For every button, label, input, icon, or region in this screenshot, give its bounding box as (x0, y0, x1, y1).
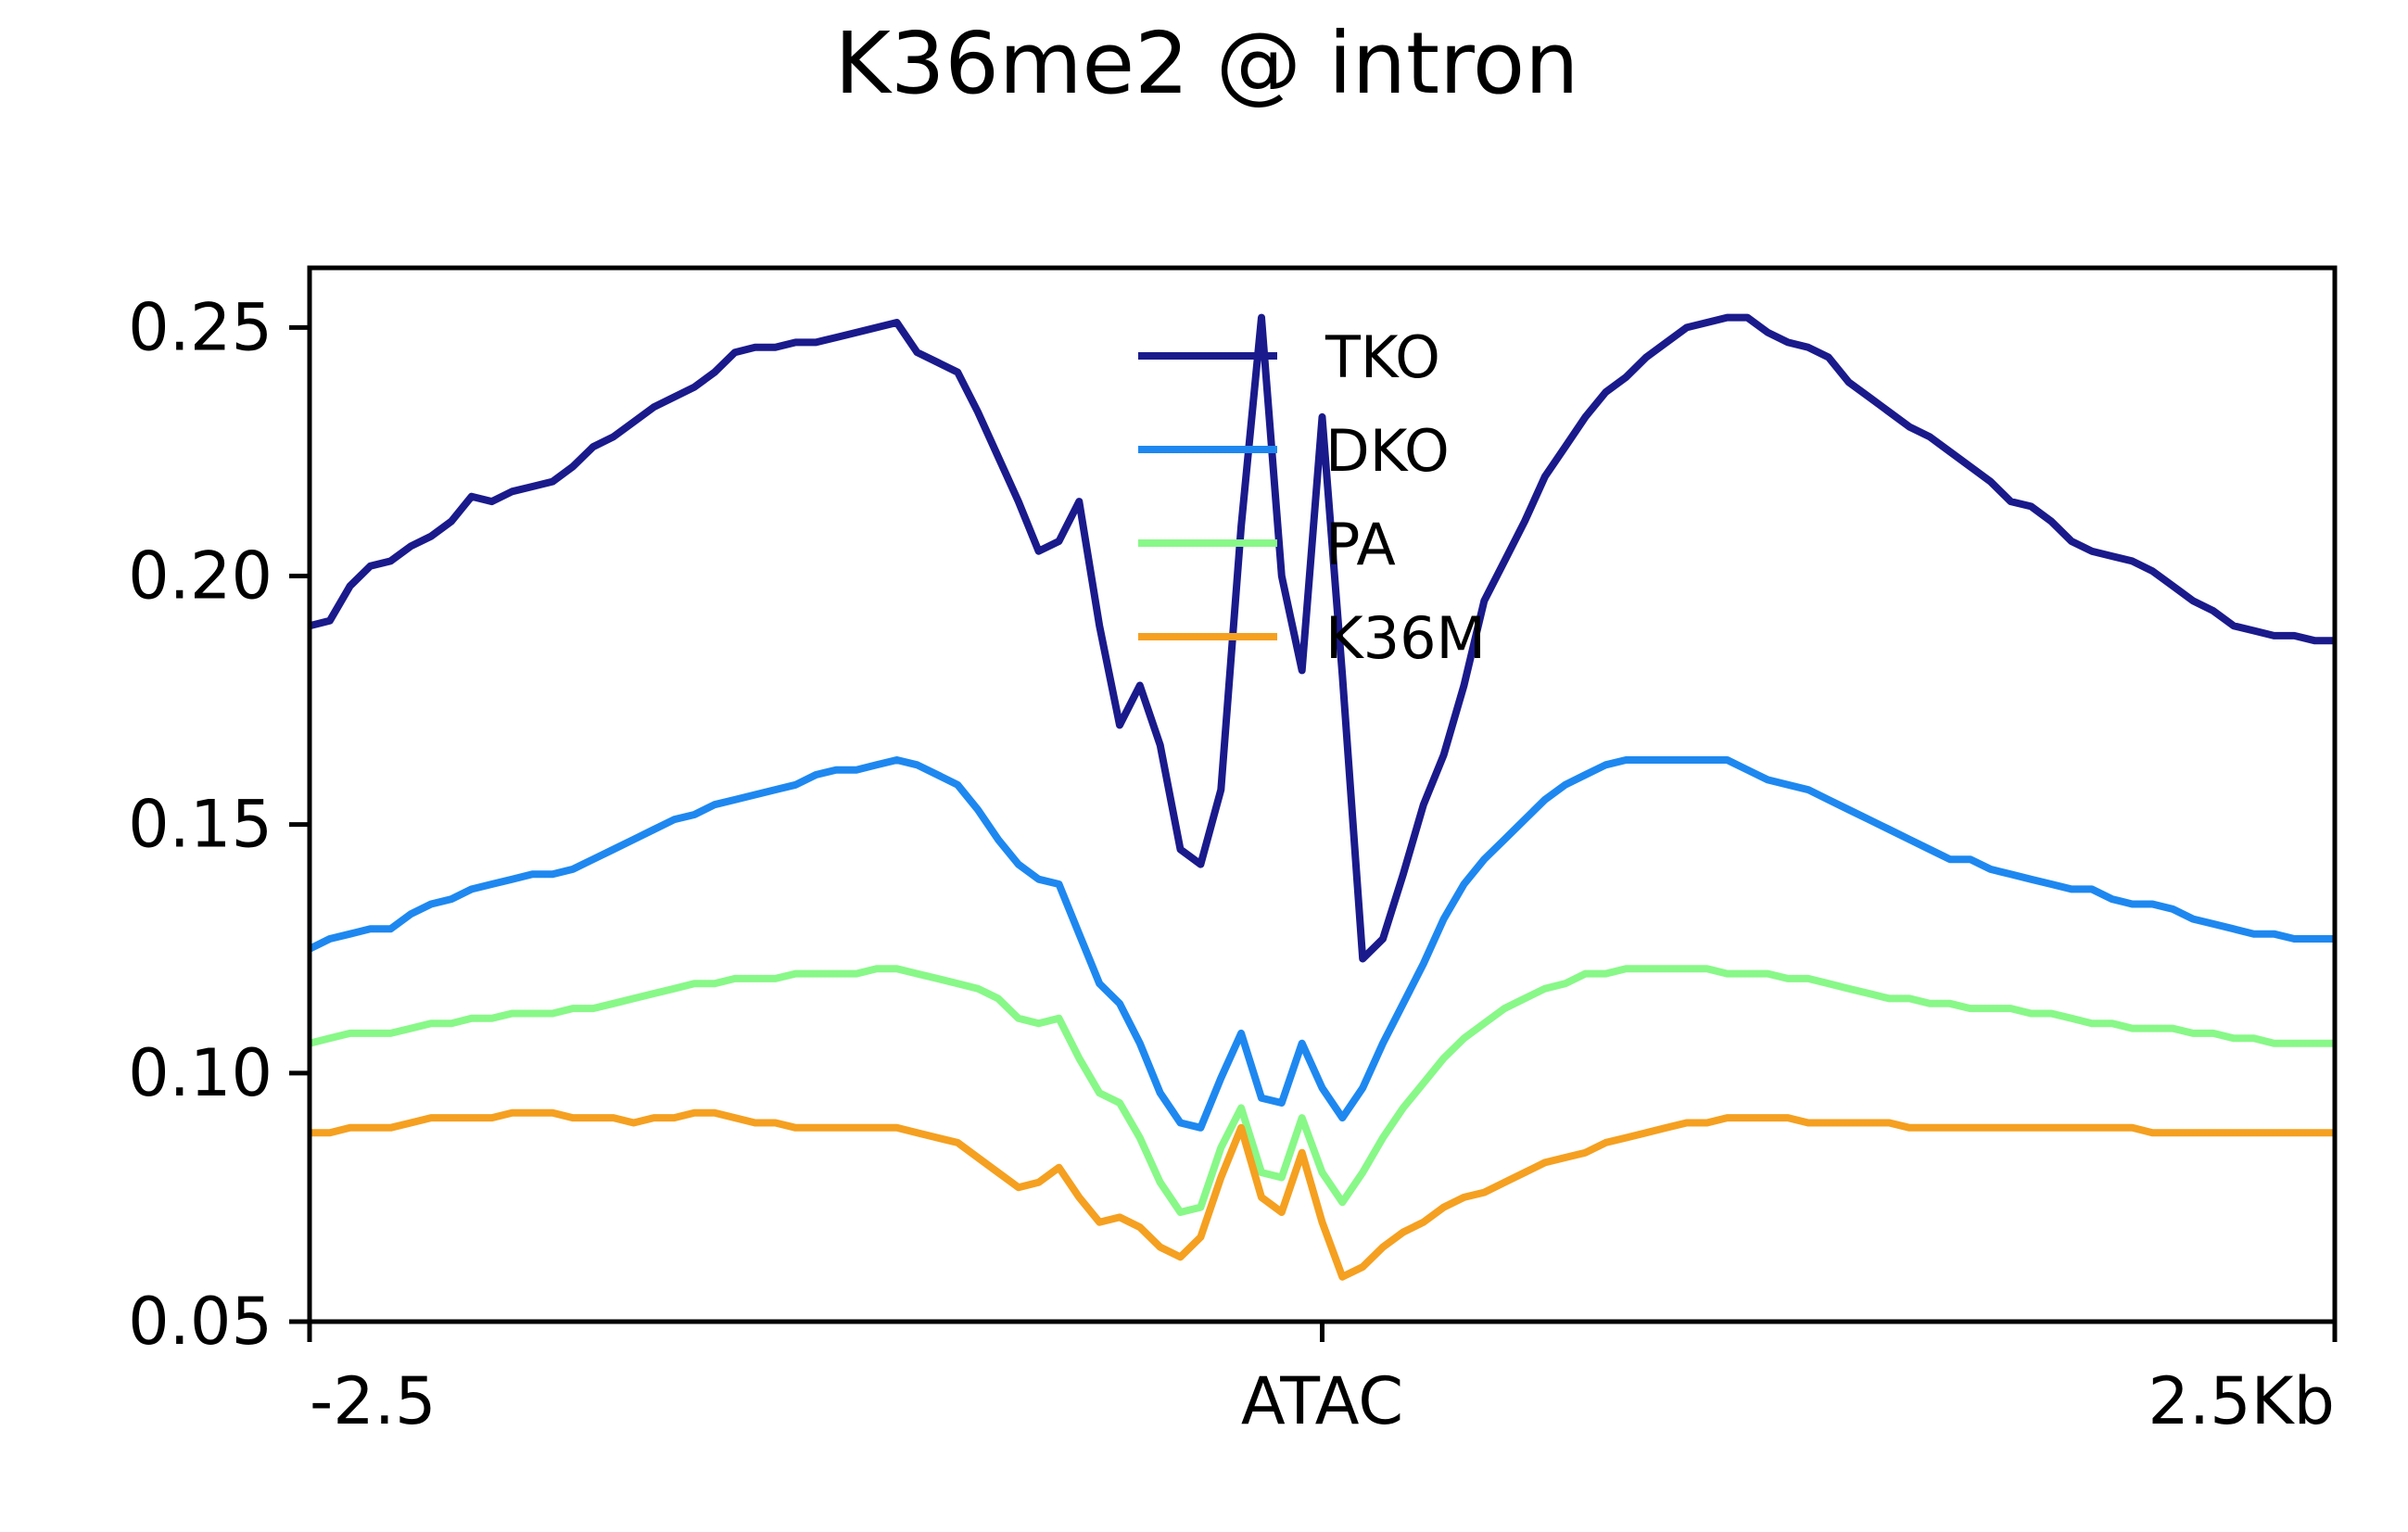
x-axis: -2.5 ATAC 2.5Kb (307, 1322, 2338, 1439)
plot-lines (308, 313, 2335, 1281)
series-line-pa (309, 965, 2335, 1216)
y-tick-label: 0.15 (128, 787, 272, 863)
series-line-dko (308, 756, 2335, 1132)
legend-label: DKO (1325, 417, 1450, 485)
legend: TKO DKO PA K36M (1138, 323, 1486, 672)
x-tick-label: 2.5Kb (2148, 1363, 2335, 1439)
y-tick-label: 0.10 (128, 1035, 272, 1111)
chart-title: K36me2 @ intron (835, 14, 1579, 113)
series-line-k36m (310, 1108, 2335, 1281)
y-tick-label: 0.20 (128, 538, 272, 614)
legend-label: TKO (1324, 323, 1440, 391)
legend-label: PA (1325, 511, 1396, 578)
y-tick-label: 0.25 (128, 289, 272, 365)
y-axis: 0.05 0.10 0.15 0.20 0.25 (128, 289, 310, 1360)
y-tick-label: 0.05 (128, 1284, 272, 1360)
series-line-tko (309, 313, 2335, 963)
legend-label: K36M (1325, 604, 1486, 672)
x-tick-label: ATAC (1241, 1363, 1403, 1439)
x-tick-label: -2.5 (310, 1363, 437, 1439)
